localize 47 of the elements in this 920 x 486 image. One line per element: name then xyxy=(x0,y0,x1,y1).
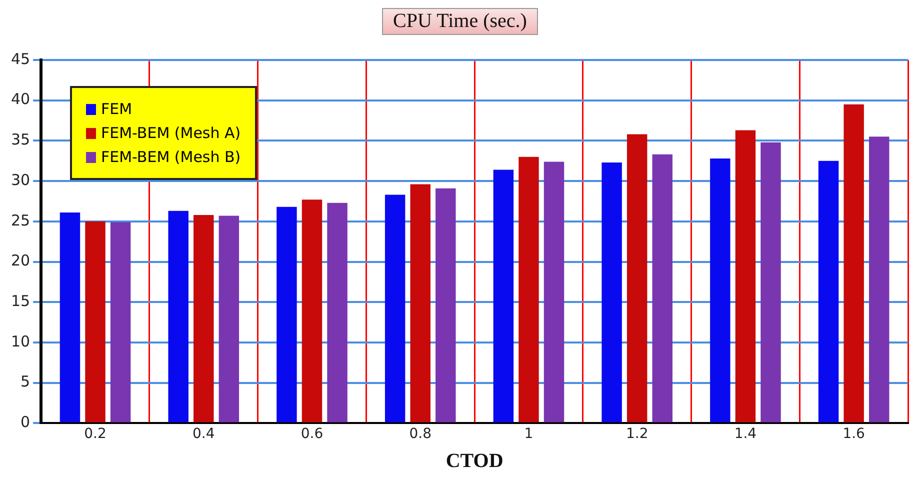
bar xyxy=(844,104,864,422)
bar xyxy=(60,212,80,422)
bar xyxy=(276,206,297,422)
legend-label: FEM-BEM (Mesh B) xyxy=(101,148,241,166)
bar xyxy=(384,194,406,422)
chart-title: CPU Time (sec.) xyxy=(382,8,538,35)
y-tick-label: 20 xyxy=(10,252,30,270)
bar xyxy=(493,170,514,422)
bar xyxy=(218,216,240,422)
bar xyxy=(85,221,106,422)
y-tick-label: 0 xyxy=(20,413,30,432)
bar xyxy=(626,134,648,422)
bar xyxy=(602,162,622,422)
bar xyxy=(110,222,131,422)
bar xyxy=(168,210,188,422)
bar xyxy=(818,160,839,422)
y-tick-label: 15 xyxy=(10,292,30,310)
y-tick-label: 10 xyxy=(10,332,30,350)
x-tick-label: 0.2 xyxy=(84,426,106,442)
legend-label: FEM-BEM (Mesh A) xyxy=(101,124,241,142)
y-tick-label: 30 xyxy=(10,170,30,189)
x-tick-label: 1.2 xyxy=(626,426,648,442)
bar xyxy=(544,162,564,422)
x-axis-title: CTOD xyxy=(446,450,504,472)
bar xyxy=(652,154,672,422)
y-tick-label: 45 xyxy=(10,50,30,68)
x-tick-label: 0.6 xyxy=(300,426,324,442)
bar xyxy=(436,188,456,422)
bar xyxy=(760,142,781,422)
y-tick-label: 35 xyxy=(10,130,30,149)
bar xyxy=(518,156,539,422)
x-tick-label: 0.4 xyxy=(192,426,215,442)
bar xyxy=(735,130,756,422)
y-tick-label: 25 xyxy=(10,211,30,230)
legend-label: FEM xyxy=(101,100,132,118)
x-tick-label: 1.4 xyxy=(734,426,757,442)
bar xyxy=(868,136,890,422)
y-tick-label: 40 xyxy=(10,90,30,108)
bar xyxy=(302,200,322,422)
x-tick-label: 1.6 xyxy=(842,426,866,442)
x-tick-label: 0.8 xyxy=(409,426,432,442)
bar xyxy=(194,214,214,422)
bar xyxy=(327,202,348,422)
bar xyxy=(710,158,730,422)
bar xyxy=(410,184,430,422)
y-tick-label: 5 xyxy=(20,372,30,391)
x-tick-label: 1 xyxy=(524,426,534,442)
